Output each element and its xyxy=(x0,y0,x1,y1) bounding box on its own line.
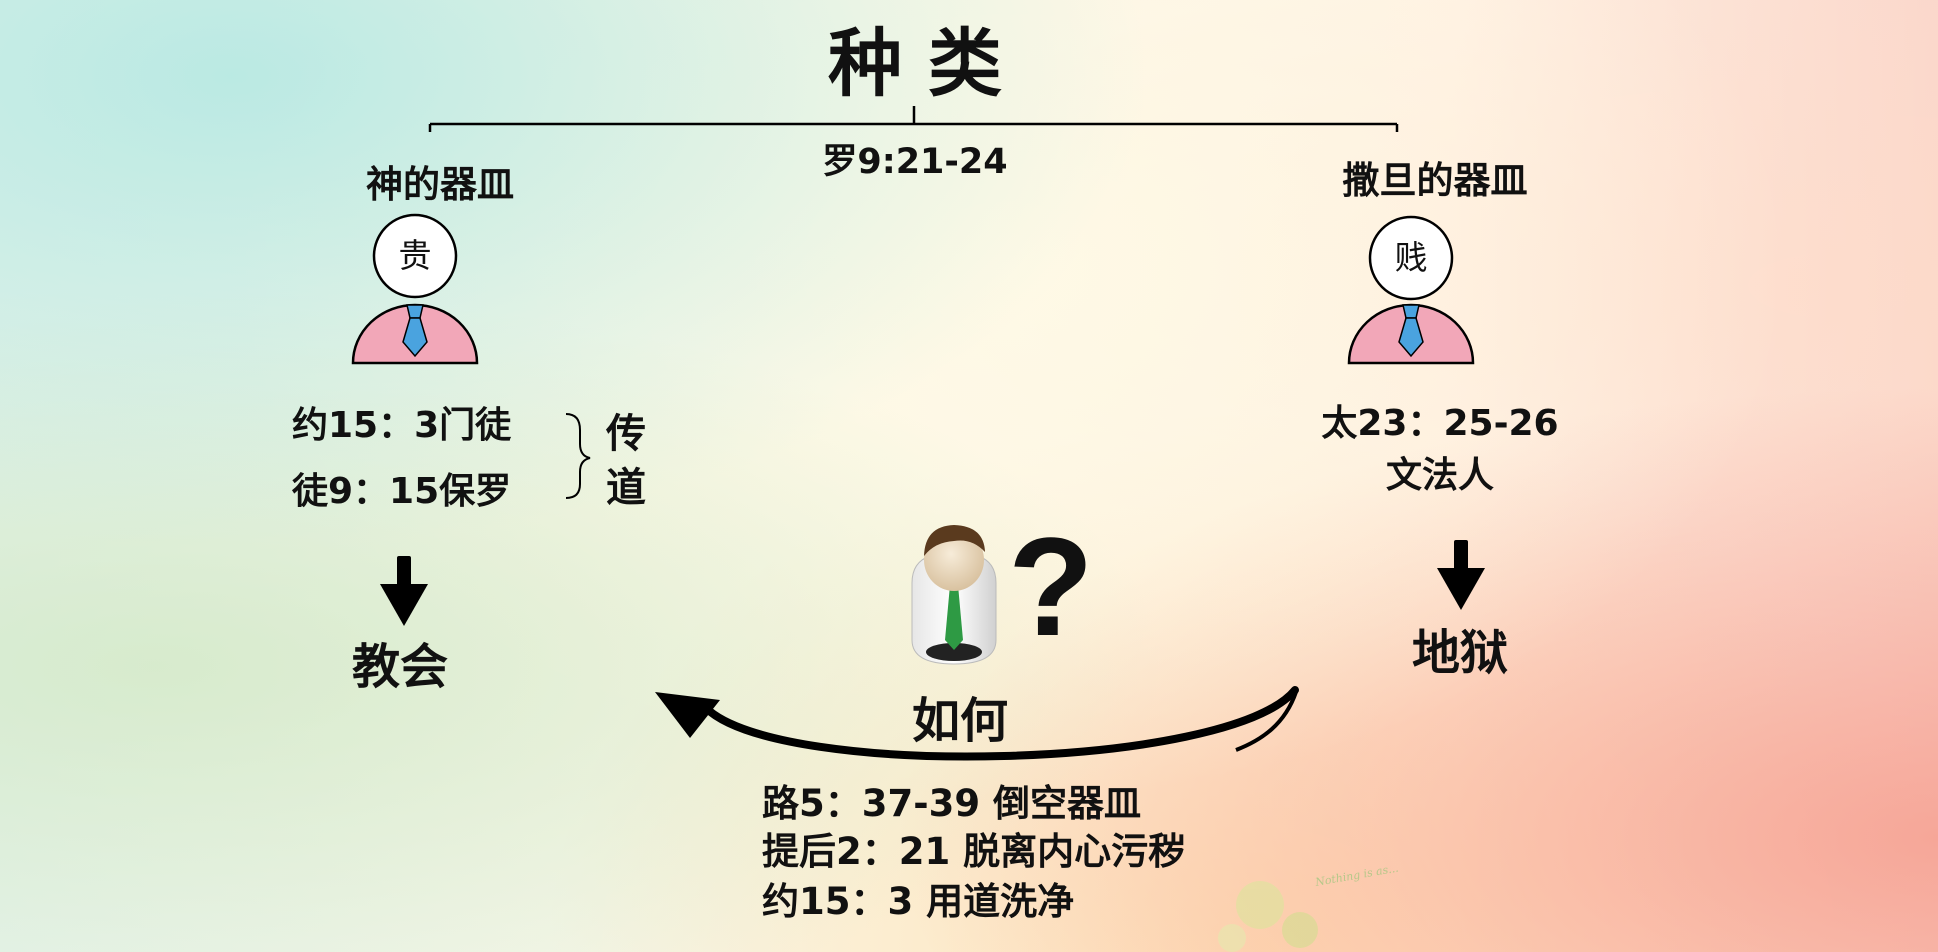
center-line-1: 路5：37-39 倒空器皿 xyxy=(762,782,1141,825)
right-heading: 撒旦的器皿 xyxy=(1342,159,1528,202)
left-verse-1: 约15：3门徒 xyxy=(292,405,512,446)
right-badge: 贱 xyxy=(1394,238,1428,277)
question-mark: ? xyxy=(1008,508,1094,665)
how-label: 如何 xyxy=(911,693,1008,749)
page-title: 种 类 xyxy=(828,21,1002,107)
brace-label-2: 道 xyxy=(606,465,646,511)
lowly-person-icon xyxy=(1347,215,1475,365)
right-down-arrow xyxy=(1437,540,1485,610)
brace-label-1: 传 xyxy=(606,411,646,457)
right-verse-1: 太23：25-26 xyxy=(1321,403,1559,444)
left-verse-2: 徒9：15保罗 xyxy=(292,471,512,512)
left-heading: 神的器皿 xyxy=(366,163,514,206)
decorative-bubbles xyxy=(1218,881,1318,952)
center-line-3: 约15：3 用道洗净 xyxy=(762,880,1075,923)
curved-arrow xyxy=(655,686,1299,761)
center-line-2: 提后2：21 脱离内心污秽 xyxy=(762,830,1186,873)
reference-label: 罗9:21-24 xyxy=(822,142,1008,182)
right-result: 地狱 xyxy=(1411,625,1508,681)
brace xyxy=(565,413,591,499)
right-verse-2: 文法人 xyxy=(1385,455,1494,496)
honorable-person-icon xyxy=(351,213,479,365)
left-badge: 贵 xyxy=(398,236,432,275)
left-result: 教会 xyxy=(351,639,448,695)
questioning-person-icon xyxy=(911,525,997,665)
left-down-arrow xyxy=(380,556,428,626)
top-bracket xyxy=(428,106,1399,132)
